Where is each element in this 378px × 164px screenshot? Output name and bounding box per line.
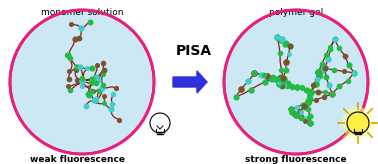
Text: polymer gel: polymer gel [269, 8, 323, 17]
Circle shape [342, 107, 374, 139]
Text: weak fluorescence: weak fluorescence [29, 155, 124, 164]
Circle shape [10, 10, 154, 154]
Text: PISA: PISA [176, 44, 212, 58]
Text: strong fluorescence: strong fluorescence [245, 155, 347, 164]
Text: monomer solution: monomer solution [41, 8, 123, 17]
Circle shape [224, 10, 368, 154]
Circle shape [347, 112, 369, 134]
Circle shape [150, 113, 170, 133]
FancyArrow shape [173, 71, 207, 93]
